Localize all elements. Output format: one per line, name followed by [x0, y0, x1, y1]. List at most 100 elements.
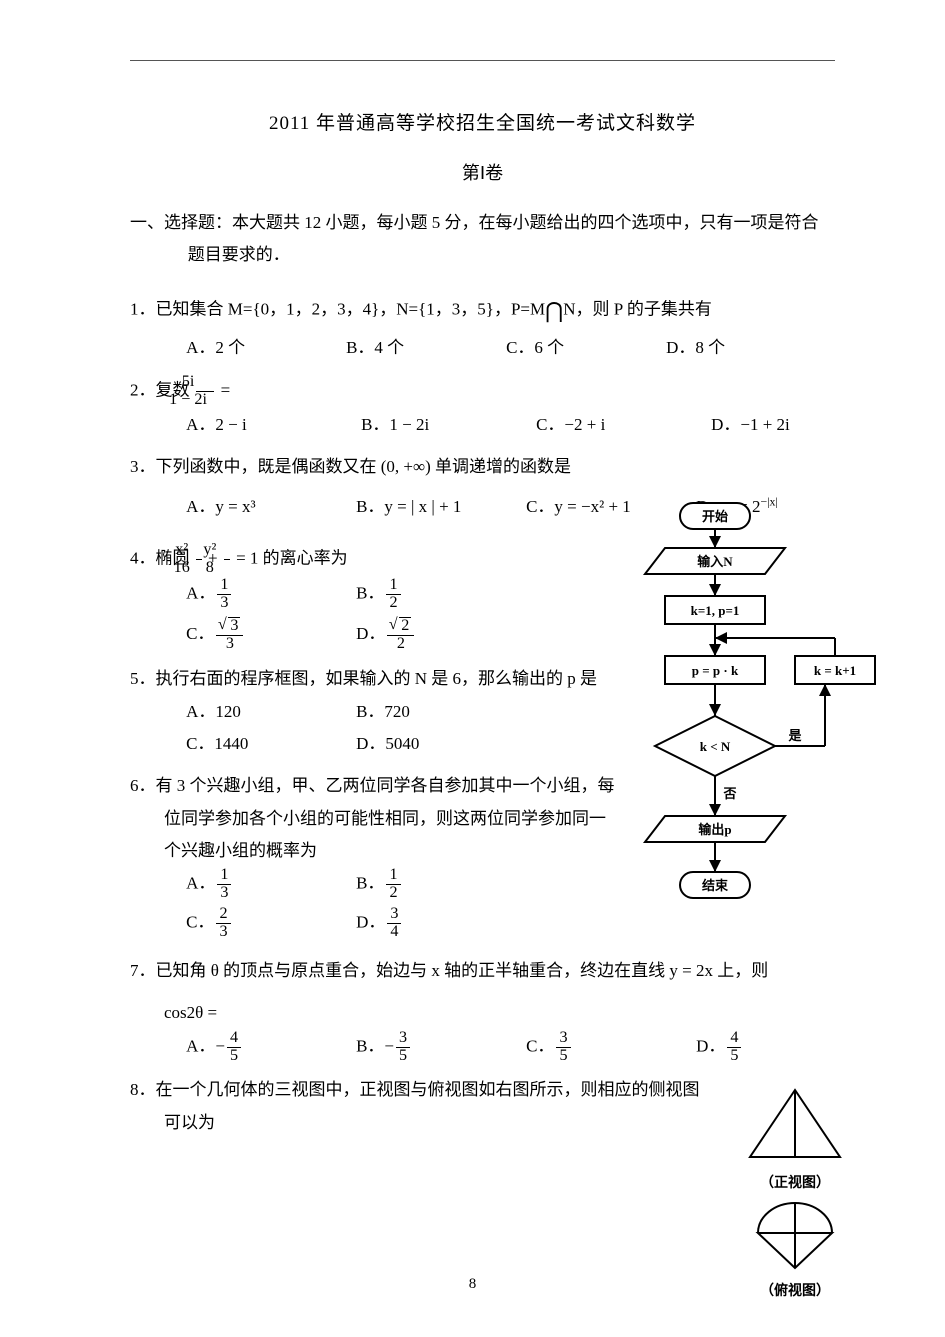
- flow-step: p = p · k: [692, 663, 739, 678]
- q6-cn: 2: [216, 906, 230, 923]
- q3-num: 3．: [130, 457, 156, 476]
- q3-opt-a: A．y = x³: [186, 491, 356, 523]
- flow-yes: 是: [787, 728, 802, 743]
- q7-ld: D．: [696, 1036, 725, 1055]
- q4-f1d: 16: [196, 559, 202, 577]
- question-8: 8．在一个几何体的三视图中，正视图与俯视图如右图所示，则相应的侧视图可以为: [130, 1074, 710, 1139]
- q6-ad: 3: [217, 884, 231, 902]
- question-2: 2．复数 5i 1 − 2i = A．2 − i B．1 − 2i C．−2 +…: [130, 374, 835, 441]
- q5-num: 5．: [130, 669, 156, 688]
- q4-opt-c: C．33: [186, 617, 356, 653]
- q6-num: 6．: [130, 776, 156, 795]
- exam-page: 2011 年普通高等学校招生全国统一考试文科数学 第Ⅰ卷 一、选择题：本大题共 …: [0, 0, 945, 1337]
- page-title: 2011 年普通高等学校招生全国统一考试文科数学: [130, 108, 835, 135]
- q6-lb: B．: [356, 874, 384, 893]
- page-subtitle: 第Ⅰ卷: [130, 159, 835, 185]
- q1-opt-b: B．4 个: [346, 332, 506, 364]
- q1-opt-d: D．8 个: [666, 332, 826, 364]
- q1-opt-c: C．6 个: [506, 332, 666, 364]
- q6-options: A．13 B．12 C．23 D．34: [130, 867, 620, 941]
- q4-post: = 1 的离心率为: [232, 548, 348, 567]
- q5-text: 执行右面的程序框图，如果输入的 N 是 6，那么输出的 p 是: [156, 669, 598, 688]
- q7-an: 4: [227, 1030, 241, 1047]
- flow-input: 输入N: [697, 554, 733, 569]
- flow-start: 开始: [702, 509, 728, 524]
- flowchart: 开始 输入N k=1, p=1 p = p · k k < N 是: [625, 498, 885, 973]
- q4-lb: B．: [356, 583, 384, 602]
- flow-cond: k < N: [700, 739, 731, 754]
- q4-frac2: y²8: [224, 542, 230, 577]
- q6-text: 有 3 个兴趣小组，甲、乙两位同学各自参加其中一个小组，每位同学参加各个小组的可…: [156, 776, 615, 860]
- q4-dd: 2: [387, 635, 414, 653]
- q6-dn: 3: [387, 906, 401, 923]
- q4-opt-d: D．22: [356, 617, 526, 653]
- q3-opt-b: B．y = | x | + 1: [356, 491, 526, 523]
- q6-dd: 4: [387, 923, 401, 941]
- q1-text-a: 已知集合 M={0，1，2，3，4}，N={1，3，5}，P=M: [156, 299, 546, 318]
- section-heading: 一、选择题：本大题共 12 小题，每小题 5 分，在每小题给出的四个选项中，只有…: [130, 207, 835, 272]
- q4-opt-b: B．12: [356, 577, 526, 612]
- intersection-symbol: ⋂: [545, 298, 563, 323]
- flow-inc: k = k+1: [814, 663, 856, 678]
- q3-text: 下列函数中，既是偶函数又在 (0, +∞) 单调递增的函数是: [156, 457, 572, 476]
- q6-an: 1: [217, 867, 231, 884]
- q8-text: 在一个几何体的三视图中，正视图与俯视图如右图所示，则相应的侧视图可以为: [156, 1080, 700, 1131]
- q5-opt-b: B．720: [356, 696, 526, 728]
- q2-num: 2．: [130, 380, 156, 399]
- q7-cn: 3: [556, 1030, 570, 1047]
- q7-opt-c: C．35: [526, 1030, 696, 1065]
- q4-an: 1: [217, 577, 231, 594]
- q4-num: 4．: [130, 548, 156, 567]
- q2-fraction: 5i 1 − 2i: [196, 374, 215, 409]
- q7-la: A．−: [186, 1036, 225, 1055]
- q1-opt-a: A．2 个: [186, 332, 346, 364]
- q7-opt-b: B．−35: [356, 1030, 526, 1065]
- q6-opt-d: D．34: [356, 906, 526, 941]
- q7-lc: C．: [526, 1036, 554, 1055]
- q8-num: 8．: [130, 1080, 156, 1099]
- q4-la: A．: [186, 583, 215, 602]
- q6-cd: 3: [216, 923, 230, 941]
- q4-cn-rad: 3: [228, 617, 240, 635]
- q4-frac1: x²16: [196, 542, 202, 577]
- q8-stem: 8．在一个几何体的三视图中，正视图与俯视图如右图所示，则相应的侧视图可以为: [130, 1074, 710, 1139]
- front-view-label: （正视图）: [730, 1172, 860, 1192]
- q5-opt-d: D．5040: [356, 728, 526, 760]
- q5-opt-c: C．1440: [186, 728, 356, 760]
- q6-la: A．: [186, 874, 215, 893]
- q7-ad: 5: [227, 1047, 241, 1065]
- header-rule: [130, 60, 835, 61]
- q1-num: 1．: [130, 299, 156, 318]
- q2-frac-num: 5i: [196, 374, 215, 391]
- q6-ld: D．: [356, 912, 385, 931]
- q1-stem: 1．已知集合 M={0，1，2，3，4}，N={1，3，5}，P=M⋂N，则 P…: [130, 290, 835, 332]
- flow-no: 否: [722, 786, 736, 801]
- q4-bn: 1: [386, 577, 400, 594]
- q7-lb: B．−: [356, 1036, 394, 1055]
- q7-dd: 5: [727, 1047, 741, 1065]
- page-number: 8: [0, 1276, 945, 1293]
- q6-lc: C．: [186, 912, 214, 931]
- q5-options: A．120 B．720 C．1440 D．5040: [130, 696, 620, 761]
- q4-ld: D．: [356, 624, 385, 643]
- q2-options: A．2 − i B．1 − 2i C．−2 + i D．−1 + 2i: [130, 409, 835, 441]
- q6-stem: 6．有 3 个兴趣小组，甲、乙两位同学各自参加其中一个小组，每位同学参加各个小组…: [130, 770, 620, 867]
- q2-eq: =: [216, 380, 230, 399]
- front-view-icon: [740, 1085, 850, 1165]
- q2-opt-c: C．−2 + i: [536, 409, 711, 441]
- q7-line2: cos2θ =: [130, 997, 835, 1029]
- flow-init: k=1, p=1: [691, 603, 740, 618]
- question-5: 5．执行右面的程序框图，如果输入的 N 是 6，那么输出的 p 是 A．120 …: [130, 663, 620, 760]
- q4-ad: 3: [217, 594, 231, 612]
- q7-cd: 5: [556, 1047, 570, 1065]
- question-6: 6．有 3 个兴趣小组，甲、乙两位同学各自参加其中一个小组，每位同学参加各个小组…: [130, 770, 620, 941]
- q6-opt-c: C．23: [186, 906, 356, 941]
- q4-bd: 2: [386, 594, 400, 612]
- q4-dn-rad: 2: [399, 617, 411, 635]
- flowchart-svg: 开始 输入N k=1, p=1 p = p · k k < N 是: [625, 498, 885, 968]
- question-1: 1．已知集合 M={0，1，2，3，4}，N={1，3，5}，P=M⋂N，则 P…: [130, 290, 835, 364]
- q3-stem: 3．下列函数中，既是偶函数又在 (0, +∞) 单调递增的函数是: [130, 451, 835, 483]
- q1-options: A．2 个 B．4 个 C．6 个 D．8 个: [130, 332, 835, 364]
- q4-lc: C．: [186, 624, 214, 643]
- q7-num: 7．: [130, 961, 156, 980]
